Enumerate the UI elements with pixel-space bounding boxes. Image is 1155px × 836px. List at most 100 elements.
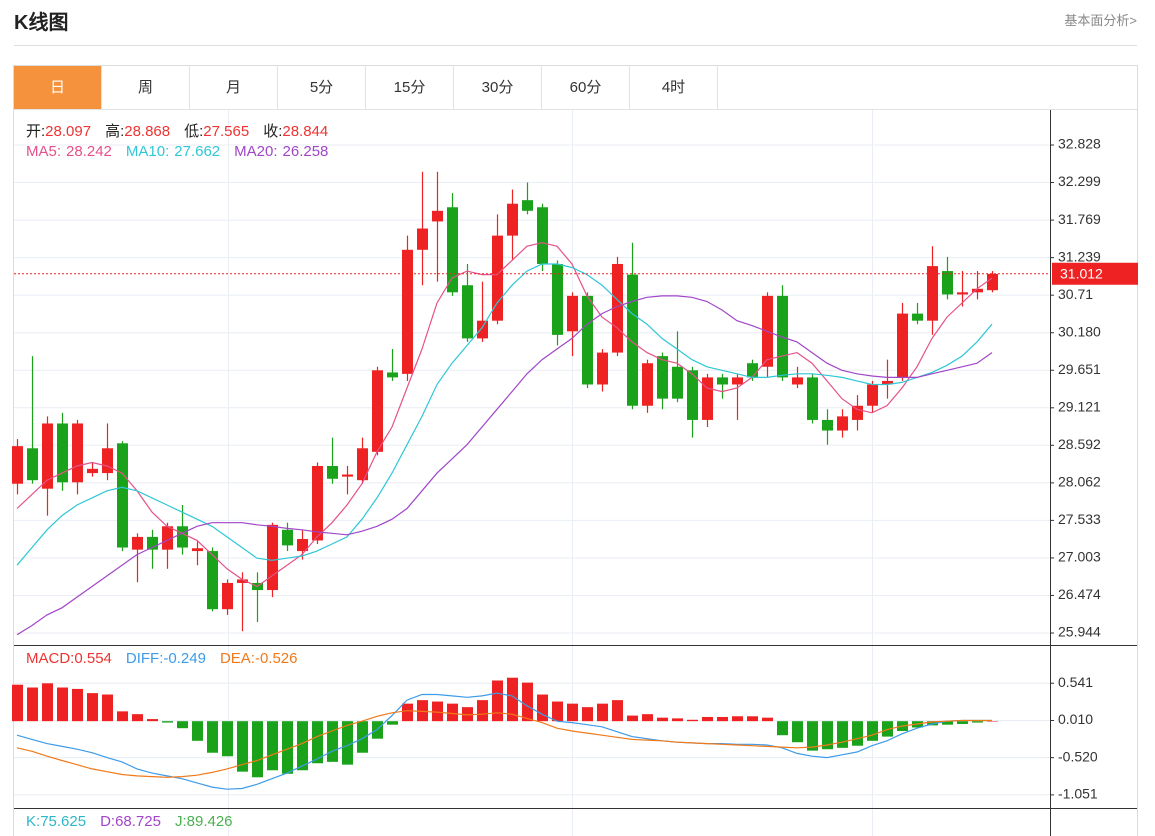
- period-tab[interactable]: 4时: [630, 66, 718, 109]
- kdj-legend: K:75.625 D:68.725 J:89.426: [26, 813, 247, 830]
- legend-value: 27.662: [174, 143, 221, 160]
- macd-bar: [342, 721, 353, 765]
- period-tab[interactable]: 日: [14, 66, 102, 109]
- y-tick-label: 32.299: [1058, 173, 1101, 189]
- info-value: 28.097: [45, 123, 92, 140]
- candle-body: [957, 292, 968, 295]
- candle-body: [552, 263, 563, 335]
- macd-bar: [657, 717, 668, 722]
- analysis-link[interactable]: 基本面分析>: [1064, 13, 1137, 28]
- macd-bar: [297, 721, 308, 771]
- macd-bar: [402, 703, 413, 722]
- y-tick-label: 29.121: [1058, 399, 1101, 415]
- divider: [14, 45, 1137, 46]
- legend-name: D:: [100, 813, 116, 830]
- candle-body: [642, 363, 653, 406]
- candle-body: [342, 474, 353, 477]
- y-tick-label: -0.520: [1058, 748, 1098, 764]
- info-label: 收:: [263, 123, 283, 140]
- macd-bar: [327, 721, 338, 762]
- period-tab[interactable]: 月: [190, 66, 278, 109]
- candle-body: [267, 524, 278, 591]
- period-tab[interactable]: 周: [102, 66, 190, 109]
- macd-bar: [552, 701, 563, 722]
- candle-body: [42, 423, 53, 489]
- legend-value: 26.258: [282, 143, 329, 160]
- candle-body: [822, 419, 833, 431]
- candle-body: [117, 443, 128, 548]
- candle-body: [687, 370, 698, 420]
- macd-bar: [387, 721, 398, 725]
- macd-bar: [507, 677, 518, 722]
- period-tab[interactable]: 5分: [278, 66, 366, 109]
- period-tab[interactable]: 30分: [454, 66, 542, 109]
- y-tick-label: 26.474: [1058, 586, 1101, 602]
- y-tick-label: 31.769: [1058, 211, 1101, 227]
- macd-bar: [27, 687, 38, 722]
- candle-body: [897, 313, 908, 378]
- info-value: 28.868: [124, 123, 171, 140]
- macd-bar: [642, 714, 653, 722]
- macd-bar: [417, 700, 428, 722]
- candle-body: [837, 416, 848, 431]
- macd-bar: [222, 721, 233, 757]
- macd-bar: [957, 721, 968, 724]
- macd-bar: [267, 721, 278, 771]
- info-value: 27.565: [203, 123, 250, 140]
- candle-body: [522, 200, 533, 211]
- macd-bar: [567, 703, 578, 722]
- macd-bar: [477, 700, 488, 722]
- macd-bar: [117, 711, 128, 722]
- candle-body: [222, 582, 233, 610]
- legend-value: 0.554: [74, 650, 112, 667]
- macd-bar: [927, 721, 938, 726]
- candle-body: [102, 448, 113, 474]
- candle-body: [357, 448, 368, 481]
- period-tab[interactable]: 15分: [366, 66, 454, 109]
- macd-bar: [192, 721, 203, 741]
- macd-bar: [87, 693, 98, 722]
- legend-value: 75.625: [40, 813, 87, 830]
- candle-body: [192, 548, 203, 552]
- legend-name: J:: [174, 813, 187, 830]
- macd-bar: [432, 701, 443, 722]
- macd-bar: [777, 721, 788, 736]
- legend-name: DIFF:: [125, 650, 164, 667]
- macd-bar: [492, 680, 503, 722]
- candle-body: [672, 366, 683, 399]
- macd-bar: [12, 684, 23, 722]
- macd-bar: [252, 721, 263, 778]
- macd-bar: [987, 721, 998, 722]
- macd-bar: [72, 688, 83, 722]
- y-tick-label: 27.533: [1058, 511, 1101, 527]
- macd-bar: [747, 716, 758, 722]
- candle-body: [327, 466, 338, 479]
- info-label: 低:: [184, 123, 204, 140]
- legend-name: MA20:: [234, 143, 278, 160]
- legend-value: 89.426: [186, 813, 233, 830]
- macd-bar: [942, 721, 953, 725]
- candle-body: [282, 529, 293, 546]
- macd-line: [16, 692, 992, 790]
- candle-body: [717, 377, 728, 385]
- page-title: K线图: [14, 12, 69, 34]
- macd-bar: [837, 721, 848, 748]
- period-tabs: 日周月 5分 15分 30分 60分 4时: [14, 66, 718, 109]
- y-tick-label: 30.180: [1058, 323, 1101, 339]
- candle-body: [87, 468, 98, 474]
- macd-bar: [852, 721, 863, 746]
- macd-bar: [237, 721, 248, 772]
- candle-body: [297, 539, 308, 552]
- candle-body: [477, 320, 488, 339]
- candle-body: [492, 235, 503, 321]
- legend-value: 68.725: [115, 813, 161, 830]
- y-tick-label: 28.592: [1058, 436, 1101, 452]
- candle-body: [582, 295, 593, 385]
- candle-body: [627, 274, 638, 406]
- candle-body: [867, 384, 878, 406]
- macd-bar: [822, 721, 833, 750]
- macd-bar: [627, 715, 638, 722]
- candle-body: [432, 210, 443, 222]
- period-tab[interactable]: 60分: [542, 66, 630, 109]
